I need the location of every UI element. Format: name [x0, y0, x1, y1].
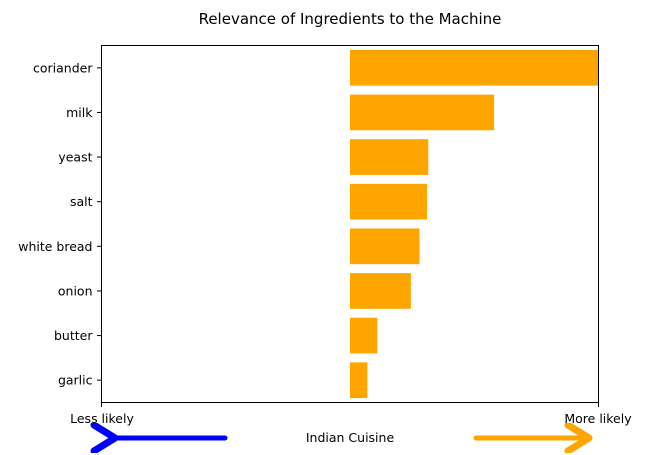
y-tick-label-butter: butter: [54, 328, 93, 343]
bar-salt: [350, 183, 428, 220]
y-tick-label-white-bread: white bread: [18, 239, 92, 254]
x-axis-label: Indian Cuisine: [306, 430, 395, 445]
bar-yeast: [350, 139, 429, 175]
bar-white-bread: [350, 228, 420, 265]
bars-group: [350, 49, 599, 399]
bar-onion: [350, 273, 411, 309]
bar-butter: [350, 317, 378, 354]
plot-frame: [101, 45, 599, 403]
bar-garlic: [350, 362, 368, 399]
y-tick-labels: coriander milk yeast salt white bread onion bu…: [18, 60, 102, 388]
y-tick-label-onion: onion: [58, 283, 93, 298]
y-tick-label-salt: salt: [70, 194, 93, 209]
chart-title: Relevance of Ingredients to the Machine: [199, 10, 502, 28]
bar-coriander: [350, 49, 599, 86]
y-tick-label-yeast: yeast: [58, 150, 92, 165]
y-tick-label-garlic: garlic: [58, 373, 93, 388]
less-likely-label: Less likely: [70, 411, 134, 426]
bar-milk: [350, 94, 495, 131]
more-likely-label: More likely: [564, 411, 632, 426]
y-tick-label-coriander: coriander: [33, 60, 93, 75]
y-tick-label-milk: milk: [66, 105, 93, 120]
